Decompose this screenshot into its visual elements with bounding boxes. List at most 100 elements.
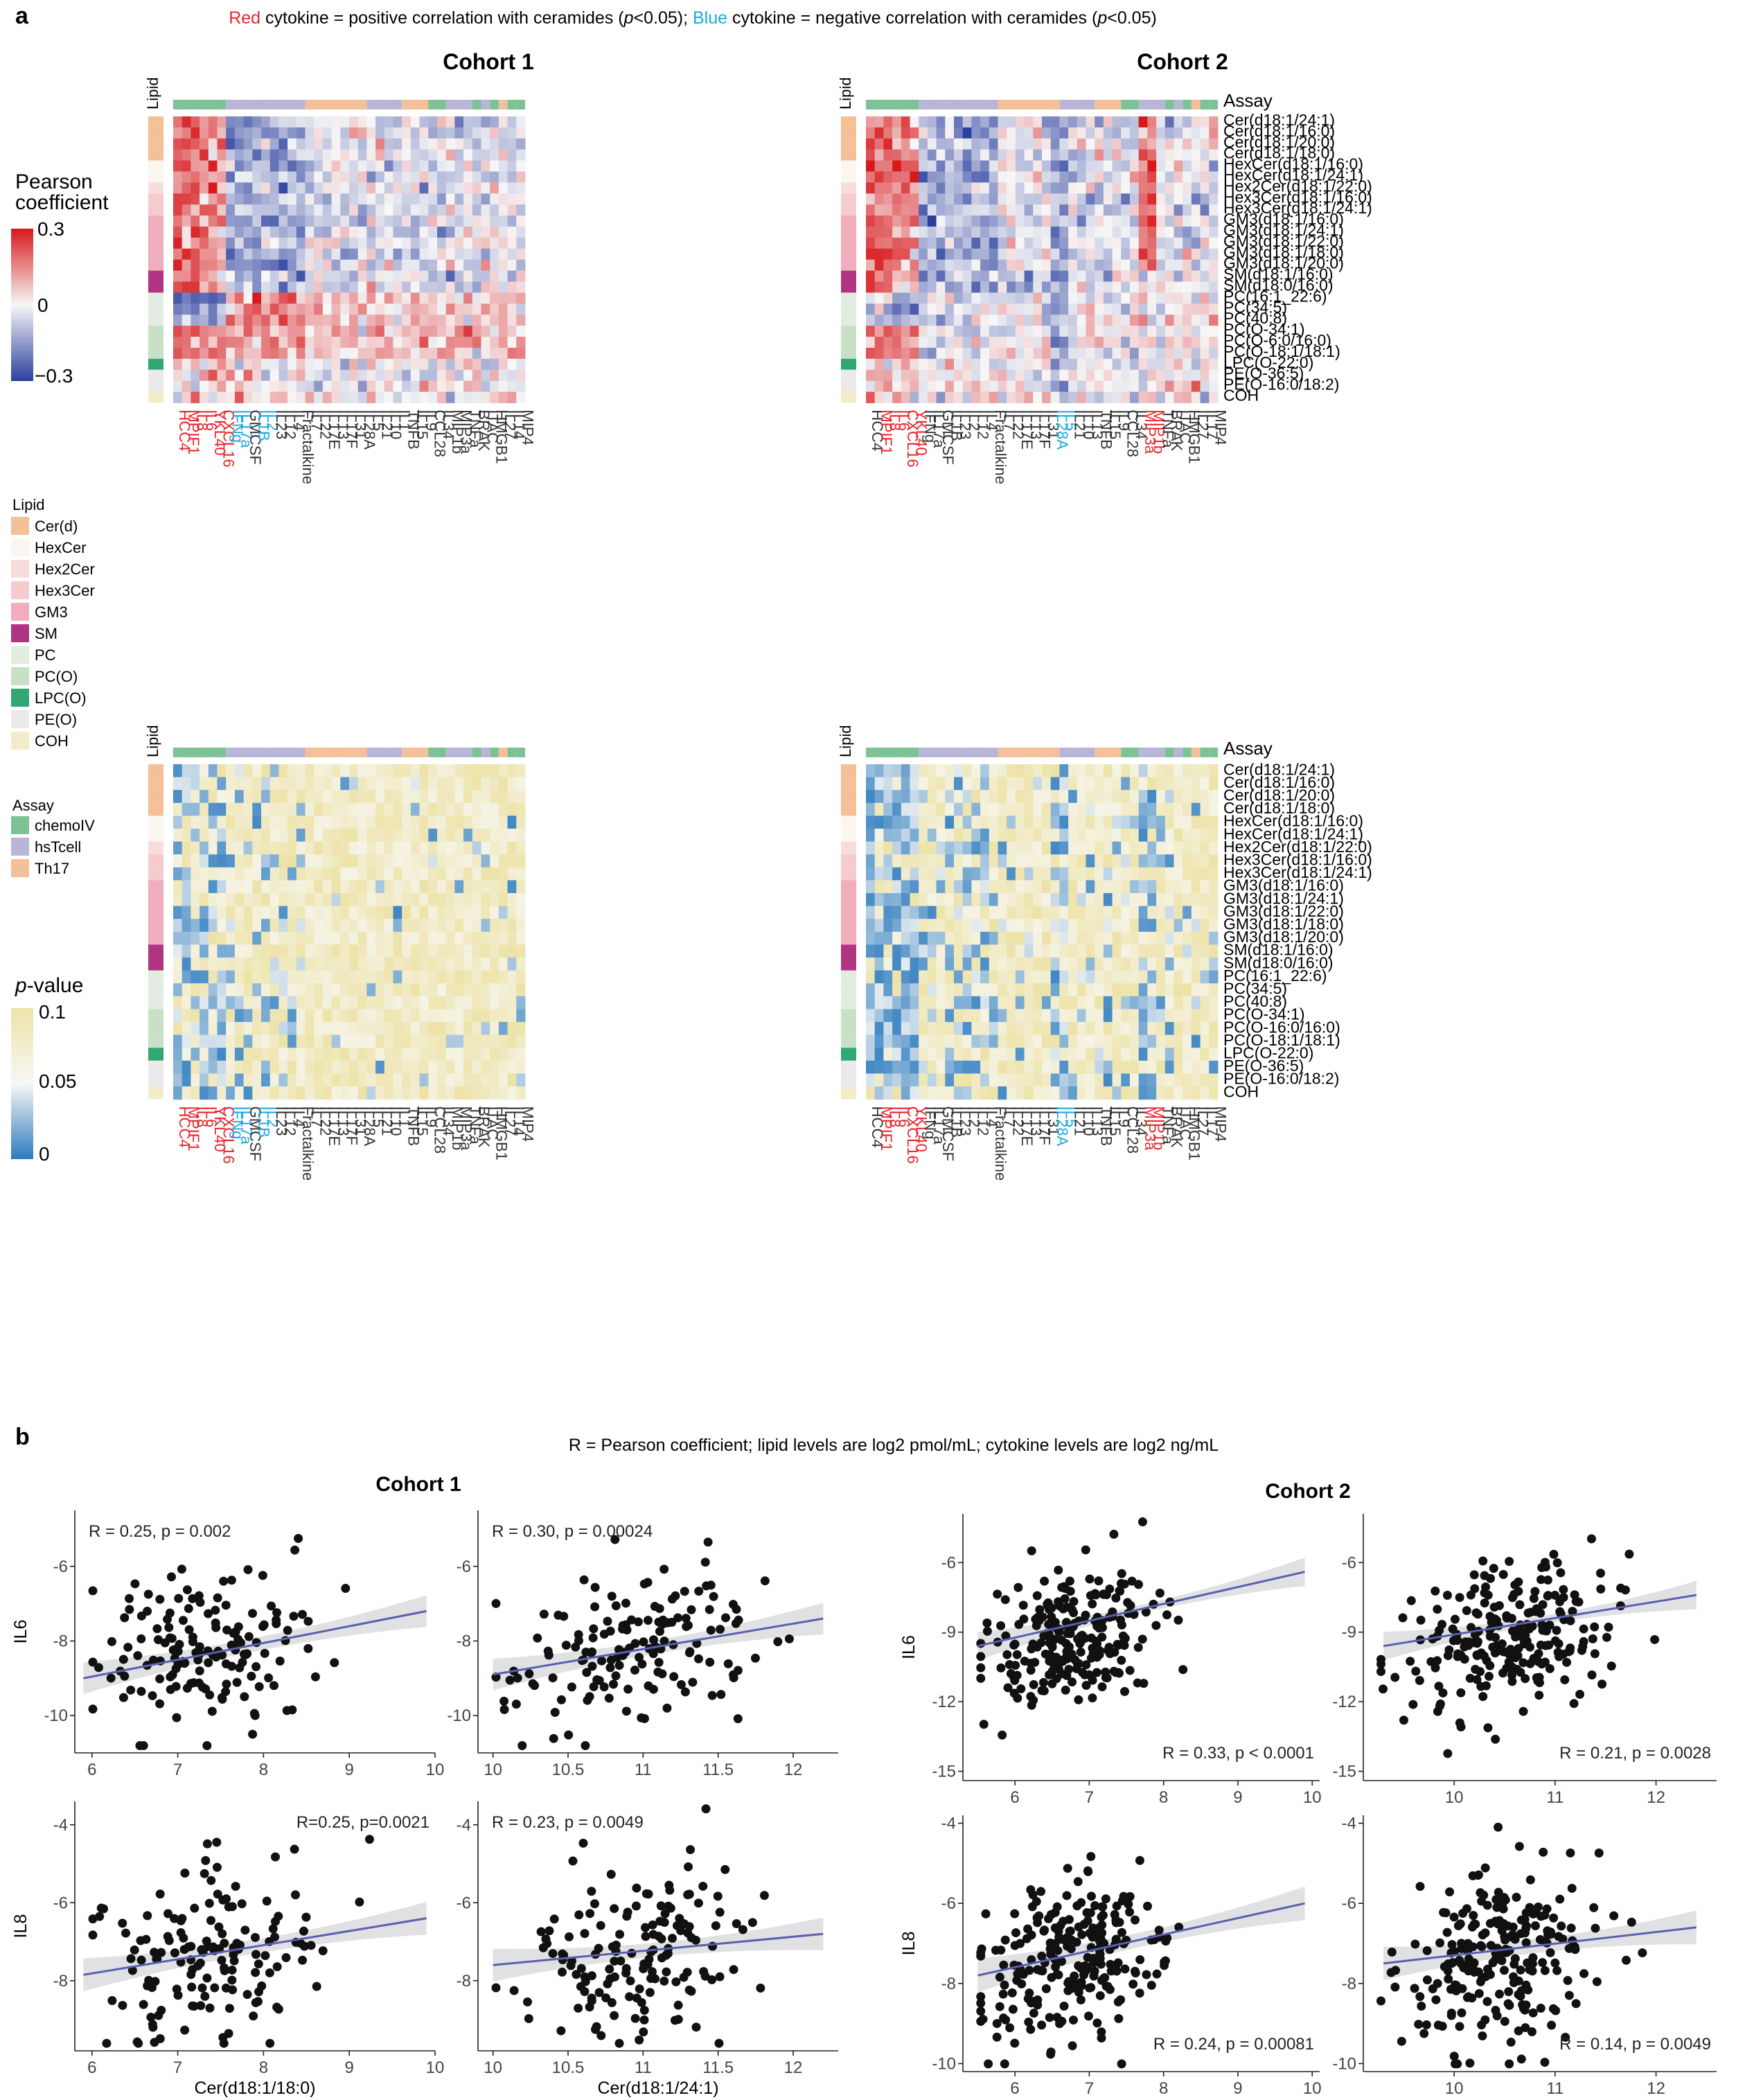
heatmap-cell — [200, 1073, 209, 1087]
heatmap-cell — [1015, 1009, 1025, 1023]
heatmap-cell — [1042, 790, 1052, 804]
heatmap-cell — [1077, 983, 1086, 997]
heatmap-cell — [437, 829, 447, 842]
heatmap-cell — [357, 237, 367, 249]
heatmap-cell — [357, 764, 367, 778]
heatmap-cell — [945, 893, 955, 907]
heatmap-cell — [910, 906, 919, 919]
heatmap-cell — [234, 802, 245, 816]
heatmap-cell — [1015, 270, 1025, 282]
heatmap-cell — [340, 1034, 350, 1048]
lipid-class-cell — [148, 237, 163, 249]
data-point — [659, 1636, 669, 1646]
heatmap-cell — [1068, 958, 1078, 971]
heatmap-cell — [428, 906, 438, 919]
heatmap-cell — [883, 193, 893, 205]
heatmap-cell — [296, 1060, 305, 1074]
heatmap-cell — [305, 347, 315, 360]
heatmap-cell — [1209, 906, 1219, 919]
heatmap-cell — [1138, 996, 1148, 1009]
heatmap-cell — [200, 1009, 209, 1023]
heatmap-cell — [366, 1022, 376, 1036]
heatmap-cell — [874, 259, 884, 272]
heatmap-cell — [322, 116, 333, 128]
heatmap-cell — [269, 777, 279, 791]
heatmap-cell — [980, 867, 990, 881]
heatmap-cell — [357, 815, 367, 829]
heatmap-cell — [1059, 1086, 1069, 1100]
heatmap-cell — [481, 149, 490, 161]
heatmap-cell — [217, 127, 227, 139]
heatmap-cell — [1112, 116, 1122, 128]
heatmap-cell — [191, 303, 200, 315]
lipid-class-cell — [841, 1022, 856, 1035]
heatmap-cell — [217, 270, 227, 282]
data-point — [639, 1579, 649, 1589]
heatmap-cell — [181, 1086, 191, 1100]
heatmap-cell — [314, 391, 324, 403]
heatmap-cell — [305, 931, 315, 945]
heatmap-cell — [962, 815, 972, 829]
heatmap-cell — [296, 802, 305, 816]
heatmap-cell — [305, 777, 315, 791]
heatmap-cell — [217, 970, 227, 984]
heatmap-cell — [1033, 944, 1043, 958]
heatmap-cell — [384, 391, 393, 403]
assay-cell — [437, 748, 446, 757]
heatmap-cell — [1191, 931, 1201, 945]
lipid-class-cell — [148, 1009, 163, 1023]
heatmap-cell — [384, 292, 393, 304]
heatmap-cell — [481, 204, 490, 216]
heatmap-cell — [980, 1048, 990, 1061]
column-label: IL28A — [361, 409, 378, 450]
heatmap-cell — [322, 227, 333, 238]
heatmap-cell — [278, 983, 288, 997]
heatmap-cell — [1138, 127, 1148, 139]
heatmap-cell — [1095, 1073, 1104, 1087]
heatmap-cell — [516, 802, 526, 816]
heatmap-cell — [1095, 127, 1104, 139]
lipid-class-cell — [148, 347, 163, 359]
heatmap-cell — [1024, 259, 1034, 272]
heatmap-cell — [1191, 893, 1201, 907]
heatmap-cell — [305, 237, 315, 249]
heatmap-cell — [1103, 116, 1113, 128]
heatmap-cell — [516, 138, 526, 150]
heatmap-cell — [1033, 1022, 1043, 1036]
heatmap-cell — [463, 380, 473, 392]
column-label: TNFB — [1097, 1106, 1115, 1146]
heatmap-cell — [989, 347, 998, 360]
heatmap-cell — [173, 380, 183, 392]
heatmap-cell — [384, 127, 393, 139]
heatmap-cell — [980, 996, 990, 1009]
row-label: Hex3Cer(d18:1/16:0) — [1223, 850, 1372, 868]
heatmap-cell — [419, 996, 429, 1009]
heatmap-cell — [357, 270, 367, 282]
heatmap-cell — [410, 215, 420, 227]
data-point — [610, 1535, 620, 1544]
heatmap-cell — [945, 958, 955, 971]
row-label: Cer(d18:1/16:0) — [1223, 122, 1335, 140]
heatmap-cell — [1103, 182, 1113, 194]
lipid-class-cell — [148, 193, 163, 205]
assay-legend-swatch — [11, 838, 29, 856]
heatmap-cell — [463, 777, 473, 791]
heatmap-cell — [243, 337, 253, 348]
heatmap-cell — [866, 326, 876, 337]
heatmap-cell — [490, 182, 499, 194]
heatmap-cell — [919, 215, 928, 227]
heatmap-cell — [1015, 893, 1025, 907]
heatmap-cell — [402, 281, 411, 293]
heatmap-cell — [173, 193, 183, 205]
heatmap-cell — [998, 303, 1007, 315]
heatmap-cell — [472, 204, 481, 216]
heatmap-cell — [234, 237, 245, 249]
heatmap-cell — [208, 315, 218, 326]
heatmap-cell — [357, 1009, 367, 1023]
heatmap-cell — [945, 358, 955, 371]
heatmap-cell — [305, 944, 315, 958]
heatmap-cell — [1173, 1022, 1183, 1036]
heatmap-cell — [1050, 369, 1060, 382]
heatmap-cell — [278, 880, 288, 894]
heatmap-cell — [1173, 227, 1183, 238]
